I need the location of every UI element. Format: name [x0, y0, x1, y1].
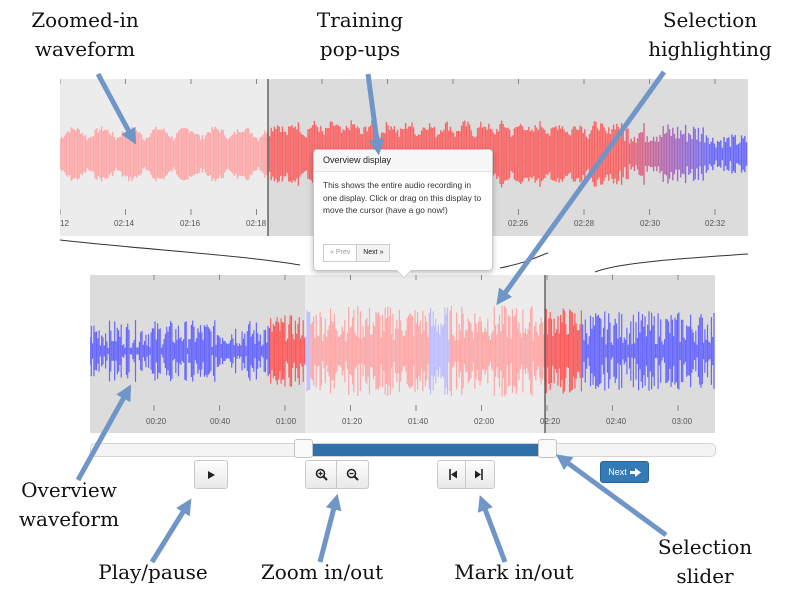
training-popover: Overview display This shows the entire a…: [313, 149, 493, 278]
zoom-time-label: 02:18: [246, 219, 267, 228]
selection-end-handle[interactable]: [537, 439, 557, 458]
annotation-line: waveform: [34, 37, 136, 61]
popover-title: Overview display: [314, 150, 492, 172]
annotation-overview-waveform: Overview waveform: [6, 476, 132, 534]
mark-out-icon: [475, 469, 483, 480]
zoom-time-label: 02:28: [574, 219, 595, 228]
annotation-line: Selection: [657, 535, 753, 559]
annotation-zoomed-waveform: Zoomed-in waveform: [20, 6, 150, 64]
arrow-right-icon: [629, 467, 641, 477]
zoom-time-label: 02:16: [180, 219, 201, 228]
zoom-in-button[interactable]: [305, 460, 337, 489]
next-button-label: Next: [608, 467, 627, 477]
popover-caret-inner: [397, 270, 411, 277]
overview-time-label: 02:20: [540, 417, 561, 426]
popover-next-button[interactable]: Next »: [357, 244, 391, 262]
arrow-play-pause: [149, 498, 192, 564]
zoom-time-label: 02:26: [508, 219, 529, 228]
next-button[interactable]: Next: [600, 461, 649, 483]
arrow-zoom: [317, 493, 342, 563]
annotation-play-pause: Play/pause: [98, 560, 208, 584]
zoom-out-button[interactable]: [337, 460, 369, 489]
zoom-time-label: 02:32: [705, 219, 726, 228]
annotation-line: Training: [316, 8, 404, 32]
overview-time-label: 02:40: [606, 417, 627, 426]
zoom-in-icon: [315, 468, 328, 481]
annotation-training-popups: Training pop-ups: [300, 6, 420, 64]
play-pause-button[interactable]: [194, 460, 228, 489]
selection-slider-range: [303, 444, 547, 456]
zoom-bracket-left: [59, 239, 301, 266]
mark-button-group: [437, 460, 495, 489]
zoom-bracket-right: [499, 252, 549, 269]
annotation-line: slider: [676, 564, 734, 588]
annotation-line: Selection: [662, 8, 758, 32]
overview-waveform-bars: [90, 305, 715, 397]
popover-body: This shows the entire audio recording in…: [323, 180, 482, 215]
annotation-zoom-in-out: Zoom in/out: [260, 560, 384, 584]
play-icon: [208, 470, 215, 479]
overview-time-label: 01:20: [342, 417, 363, 426]
mark-in-button[interactable]: [437, 460, 466, 489]
overview-time-label: 00:40: [210, 417, 231, 426]
zoom-bracket-right-2: [594, 253, 749, 273]
annotation-line: highlighting: [648, 37, 772, 61]
annotation-line: Overview: [21, 478, 117, 502]
mark-out-button[interactable]: [466, 460, 495, 489]
popover-prev-button[interactable]: « Prev: [323, 244, 358, 262]
zoom-time-label: 12: [60, 219, 69, 228]
overview-time-label: 03:00: [672, 417, 693, 426]
overview-time-label: 01:40: [408, 417, 429, 426]
zoom-out-icon: [346, 468, 359, 481]
popover-nav: « Prev Next »: [323, 244, 391, 262]
annotation-selection-slider: Selection slider: [640, 533, 770, 591]
overview-time-label: 02:00: [474, 417, 495, 426]
overview-time-label: 01:00: [276, 417, 297, 426]
overview-time-label: 00:20: [146, 417, 167, 426]
annotation-line: pop-ups: [319, 37, 401, 61]
annotation-selection-highlighting: Selection highlighting: [635, 6, 785, 64]
annotation-mark-in-out: Mark in/out: [454, 560, 574, 584]
annotation-line: Zoomed-in: [31, 8, 139, 32]
annotation-line: waveform: [18, 507, 120, 531]
selection-slider[interactable]: [90, 439, 716, 458]
zoom-time-label: 02:30: [640, 219, 661, 228]
mark-in-icon: [448, 469, 457, 480]
zoom-button-group: [305, 460, 369, 489]
arrow-mark: [477, 495, 508, 563]
selection-start-handle[interactable]: [294, 439, 314, 458]
zoom-time-label: 02:14: [114, 219, 135, 228]
overview-waveform[interactable]: 00:20 00:40 01:00 01:20 01:40 02:00 02:2…: [90, 275, 715, 433]
